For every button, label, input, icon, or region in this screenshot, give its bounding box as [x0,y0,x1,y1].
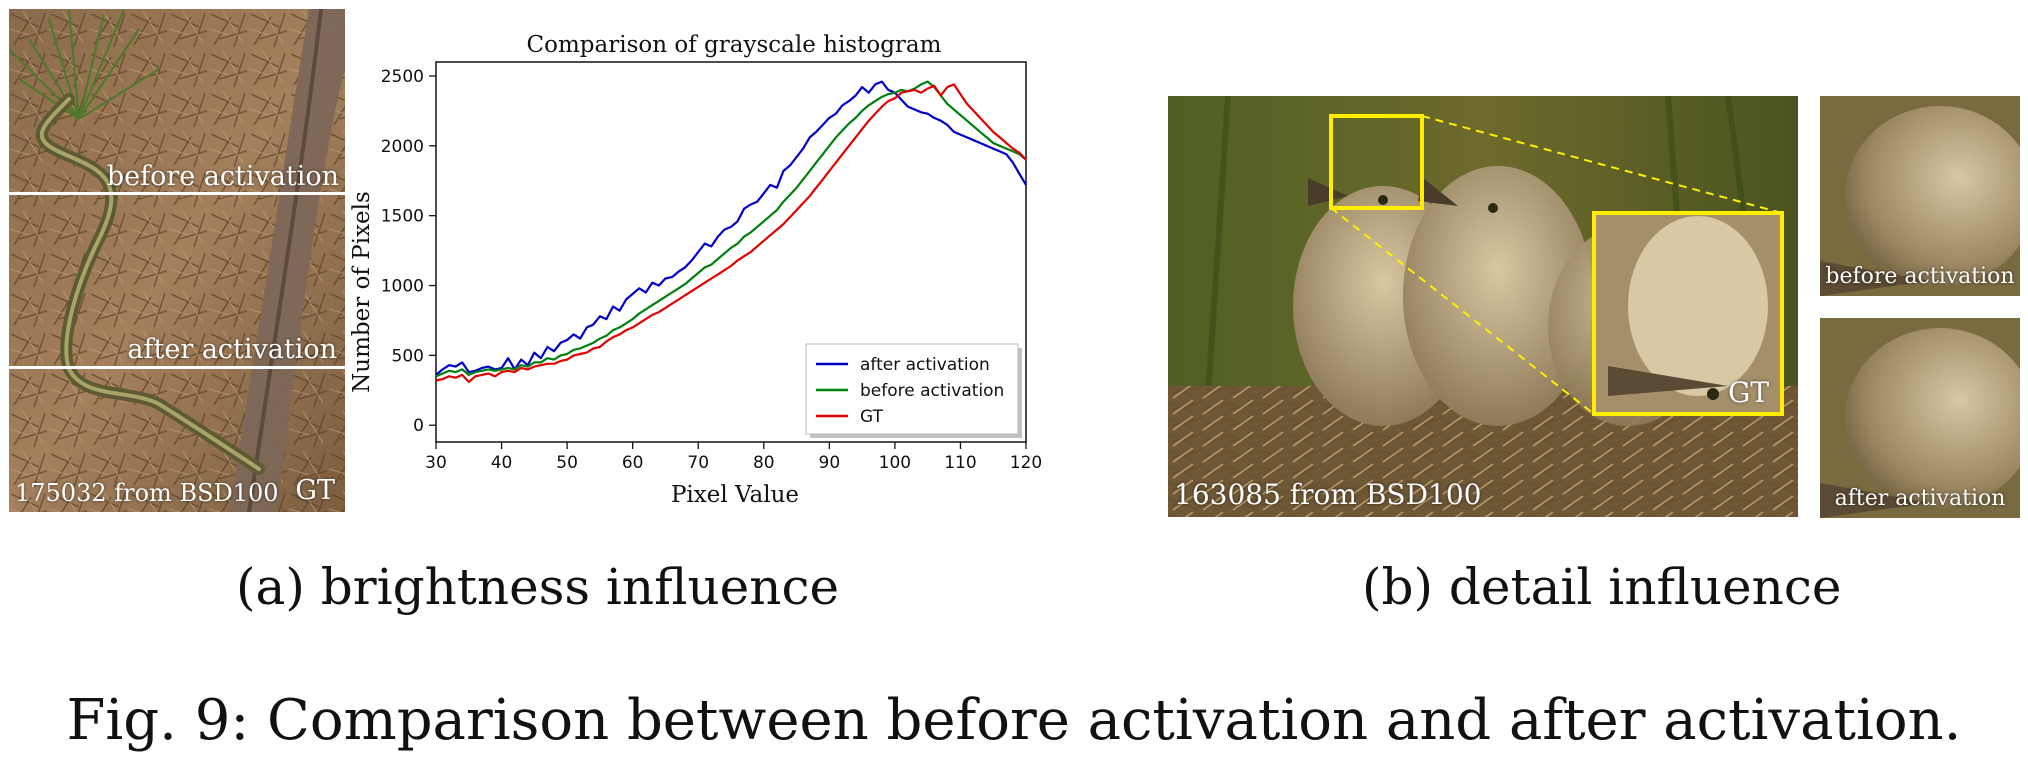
zoom-region-box [1329,114,1424,210]
before-activation-line [9,192,345,195]
figure-caption: Fig. 9: Comparison between before activa… [66,688,1962,753]
x-axis-label: Pixel Value [671,482,799,508]
y-axis-label: Number of Pixels [349,191,375,393]
subcaption-b: (b) detail influence [1362,558,1842,616]
crop-after-image [1820,318,2020,518]
x-tick-label-90: 90 [819,453,841,473]
source-image-label: 175032 from BSD100 [15,479,279,507]
x-tick-label-50: 50 [556,453,578,473]
y-tick-label-2000: 2000 [381,137,424,157]
bird-photo: GT 163085 from BSD100 [1168,96,1798,517]
subcaption-a: (a) brightness influence [236,558,840,616]
x-tick-label-60: 60 [622,453,644,473]
source-image-label-b: 163085 from BSD100 [1174,478,1482,511]
x-tick-label-80: 80 [753,453,775,473]
snake-photo-image [9,9,345,512]
histogram-svg: Comparison of grayscale histogram 30 40 50… [349,32,1042,508]
x-tick-label-110: 110 [944,453,976,473]
after-activation-line [9,366,345,369]
gt-label: GT [295,475,335,506]
crop-before-activation: before activation [1820,96,2020,296]
legend-label-gt: GT [860,407,884,427]
series-line-gt [435,83,1027,383]
y-tick-label-0: 0 [413,416,424,436]
x-tick-label-70: 70 [687,453,709,473]
crop-before-label: before activation [1825,264,2015,289]
grayscale-histogram-chart: Comparison of grayscale histogram 30 40 50… [340,22,1060,522]
y-tick-label-500: 500 [392,346,424,366]
after-activation-label: after activation [127,334,337,365]
gt-inset-label: GT [1728,376,1770,409]
plot-area: 30 40 50 60 70 80 90 100 110 120 0 500 1000 1500 2000 2… [381,61,1042,473]
y-tick-label-1500: 1500 [381,207,424,227]
x-tick-label-100: 100 [879,453,911,473]
legend-label-after-activation: after activation [860,355,990,375]
snake-photo: before activation after activation 17503… [9,9,345,512]
y-tick-label-1000: 1000 [381,277,424,297]
crop-before-image [1820,96,2020,296]
x-tick-label-40: 40 [491,453,513,473]
plot-frame [435,61,1027,443]
legend-label-before-activation: before activation [860,381,1004,401]
series-line-before-activation [435,80,1027,378]
crop-after-label: after activation [1834,486,2006,511]
x-tick-label-30: 30 [425,453,447,473]
zoom-inset-box [1592,211,1784,416]
crop-after-activation: after activation [1820,318,2020,518]
before-activation-label: before activation [106,161,339,192]
x-tick-label-120: 120 [1010,453,1042,473]
series-line-after-activation [435,80,1027,376]
y-tick-label-2500: 2500 [381,67,424,87]
bird-photo-image [1168,96,1798,517]
chart-title: Comparison of grayscale histogram [527,32,942,58]
